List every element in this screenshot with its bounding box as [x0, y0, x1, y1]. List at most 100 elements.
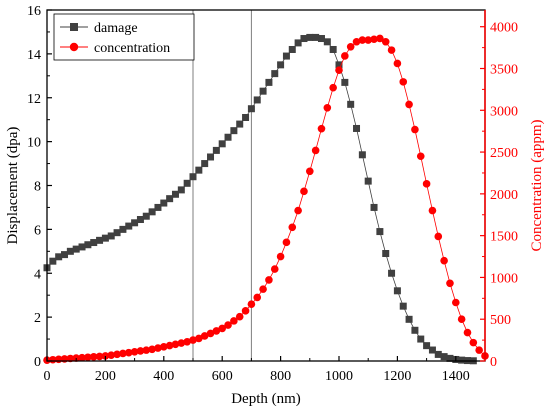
damage-point	[358, 151, 366, 159]
damage-point	[84, 241, 92, 249]
damage-point	[154, 203, 162, 211]
damage-point	[55, 253, 63, 261]
damage-series	[43, 33, 477, 365]
concentration-point	[306, 167, 314, 176]
concentration-point	[428, 206, 437, 215]
damage-point	[347, 100, 355, 108]
y-right-tick-label: 2500	[490, 146, 518, 161]
concentration-point	[253, 293, 262, 302]
damage-point	[142, 212, 150, 220]
damage-point	[247, 105, 255, 113]
concentration-point	[171, 340, 180, 349]
damage-point	[329, 45, 337, 53]
y-right-tick-label: 3000	[490, 104, 518, 119]
concentration-point	[230, 317, 238, 325]
legend-marker-concentration	[69, 42, 79, 52]
damage-point	[230, 127, 238, 135]
x-tick-label: 1400	[442, 369, 470, 384]
concentration-point	[241, 307, 250, 315]
concentration-point	[300, 187, 308, 196]
concentration-point	[101, 352, 110, 360]
damage-point	[317, 35, 325, 43]
damage-point	[288, 45, 296, 53]
concentration-point	[247, 300, 256, 308]
concentration-point	[270, 265, 279, 273]
concentration-point	[136, 347, 145, 355]
damage-point	[411, 326, 419, 334]
damage-point	[236, 120, 244, 128]
concentration-point	[130, 348, 139, 356]
x-tick-label: 400	[153, 369, 174, 384]
damage-point	[66, 247, 74, 255]
damage-point	[119, 225, 127, 233]
concentration-point	[358, 36, 367, 44]
y-right-tick-label: 0	[490, 355, 497, 370]
concentration-point	[346, 42, 355, 51]
damage-point	[107, 232, 115, 240]
y-left-tick-label: 4	[34, 267, 41, 282]
concentration-point	[200, 332, 209, 340]
concentration-point	[317, 124, 326, 133]
concentration-point	[107, 351, 116, 359]
damage-point	[277, 61, 285, 69]
damage-point	[323, 38, 331, 46]
x-axis-label: Depth (nm)	[231, 391, 301, 407]
damage-point	[370, 203, 378, 211]
damage-point	[446, 354, 454, 362]
damage-point	[218, 140, 226, 148]
damage-point	[253, 96, 261, 104]
damage-point	[207, 153, 215, 161]
damage-point	[242, 113, 250, 121]
concentration-point	[95, 352, 104, 361]
y-left-tick-label: 14	[27, 48, 41, 63]
concentration-point	[463, 328, 472, 337]
damage-line	[46, 37, 474, 362]
damage-point	[177, 186, 185, 194]
damage-point	[201, 160, 209, 168]
y-axis-left-label: Displacement (dpa)	[5, 127, 21, 245]
damage-point	[282, 52, 290, 60]
concentration-point	[124, 348, 133, 357]
legend-label-concentration: concentration	[94, 41, 170, 56]
concentration-point	[259, 285, 267, 293]
y-right-tick-label: 1000	[490, 271, 518, 286]
y-axis-left: 0 2 4 6 8 10 12 14 16	[27, 4, 52, 370]
damage-point	[405, 315, 413, 323]
legend-label-damage: damage	[94, 21, 138, 36]
damage-point	[335, 61, 343, 69]
concentration-point	[119, 349, 127, 358]
concentration-point	[311, 146, 320, 155]
damage-point	[382, 250, 390, 258]
damage-point	[148, 208, 156, 216]
legend: damage concentration	[53, 13, 195, 61]
concentration-point	[160, 342, 168, 351]
damage-point	[113, 229, 121, 237]
legend-box	[53, 13, 195, 61]
concentration-point	[288, 223, 297, 232]
concentration-point	[422, 180, 431, 188]
concentration-point	[84, 353, 92, 362]
concentration-point	[469, 338, 478, 347]
y-axis-right: 0 500 1000 1500 2000 2500 3000 3500 4000	[480, 10, 518, 370]
concentration-point	[416, 152, 425, 161]
concentration-point	[154, 344, 162, 352]
x-tick-label: 0	[44, 369, 51, 384]
y-left-tick-label: 2	[34, 311, 41, 326]
concentration-point	[294, 206, 302, 215]
damage-point	[259, 87, 267, 95]
damage-point	[183, 179, 191, 187]
damage-point	[458, 356, 466, 364]
concentration-point	[411, 125, 419, 134]
concentration-point	[434, 232, 443, 241]
concentration-point	[341, 52, 349, 60]
legend-marker-damage	[70, 23, 78, 31]
x-tick-label: 200	[95, 369, 116, 384]
damage-point	[271, 70, 279, 78]
damage-point	[189, 173, 197, 181]
damage-point	[364, 177, 372, 185]
x-axis: 0 200 400 600 800 1000 1200 1400	[44, 356, 470, 384]
damage-point	[265, 78, 273, 86]
concentration-point	[323, 103, 332, 112]
reference-lines	[192, 10, 252, 361]
damage-point	[440, 353, 448, 361]
